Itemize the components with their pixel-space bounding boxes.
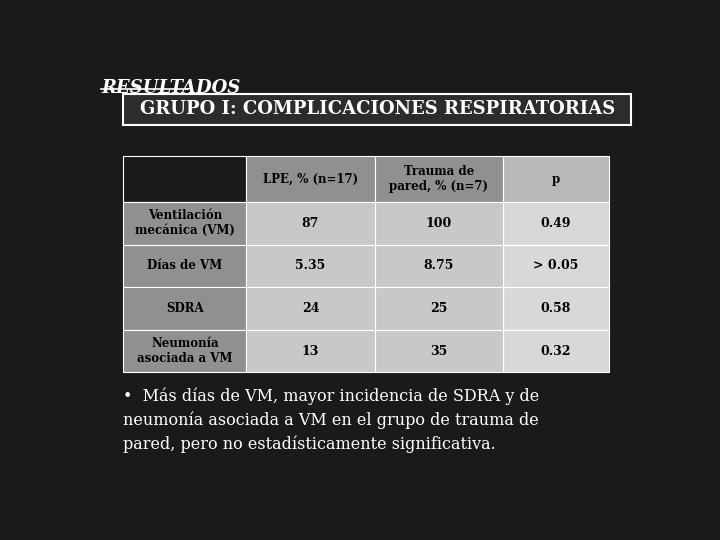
Text: •  Más días de VM, mayor incidencia de SDRA y de
neumonía asociada a VM en el gr: • Más días de VM, mayor incidencia de SD…	[124, 387, 540, 453]
Text: Días de VM: Días de VM	[148, 259, 222, 273]
FancyBboxPatch shape	[374, 330, 503, 373]
Text: LPE, % (n=17): LPE, % (n=17)	[263, 173, 358, 186]
Text: 13: 13	[302, 345, 319, 357]
Text: Trauma de
pared, % (n=7): Trauma de pared, % (n=7)	[390, 165, 488, 193]
Text: SDRA: SDRA	[166, 302, 204, 315]
Text: 8.75: 8.75	[423, 259, 454, 273]
FancyBboxPatch shape	[374, 245, 503, 287]
Text: RESULTADOS: RESULTADOS	[101, 79, 240, 97]
Text: Ventilación
mecánica (VM): Ventilación mecánica (VM)	[135, 210, 235, 237]
Text: GRUPO I: COMPLICACIONES RESPIRATORIAS: GRUPO I: COMPLICACIONES RESPIRATORIAS	[140, 100, 615, 118]
FancyBboxPatch shape	[124, 94, 631, 125]
FancyBboxPatch shape	[124, 330, 246, 373]
FancyBboxPatch shape	[246, 202, 374, 245]
FancyBboxPatch shape	[374, 287, 503, 330]
FancyBboxPatch shape	[503, 156, 609, 202]
FancyBboxPatch shape	[503, 287, 609, 330]
Text: p: p	[552, 173, 560, 186]
FancyBboxPatch shape	[246, 245, 374, 287]
Text: 24: 24	[302, 302, 319, 315]
Text: 0.58: 0.58	[541, 302, 571, 315]
FancyBboxPatch shape	[124, 156, 246, 202]
FancyBboxPatch shape	[374, 202, 503, 245]
Text: Neumonía
asociada a VM: Neumonía asociada a VM	[138, 337, 233, 365]
Text: 5.35: 5.35	[295, 259, 325, 273]
FancyBboxPatch shape	[503, 330, 609, 373]
Text: 100: 100	[426, 217, 452, 230]
Text: 25: 25	[430, 302, 447, 315]
Text: 35: 35	[430, 345, 447, 357]
FancyBboxPatch shape	[124, 287, 246, 330]
FancyBboxPatch shape	[124, 245, 246, 287]
FancyBboxPatch shape	[124, 202, 246, 245]
FancyBboxPatch shape	[503, 245, 609, 287]
Text: 0.32: 0.32	[541, 345, 571, 357]
FancyBboxPatch shape	[246, 330, 374, 373]
Text: > 0.05: > 0.05	[534, 259, 579, 273]
FancyBboxPatch shape	[503, 202, 609, 245]
Text: 87: 87	[302, 217, 319, 230]
Text: 0.49: 0.49	[541, 217, 571, 230]
FancyBboxPatch shape	[246, 156, 374, 202]
FancyBboxPatch shape	[374, 156, 503, 202]
FancyBboxPatch shape	[246, 287, 374, 330]
